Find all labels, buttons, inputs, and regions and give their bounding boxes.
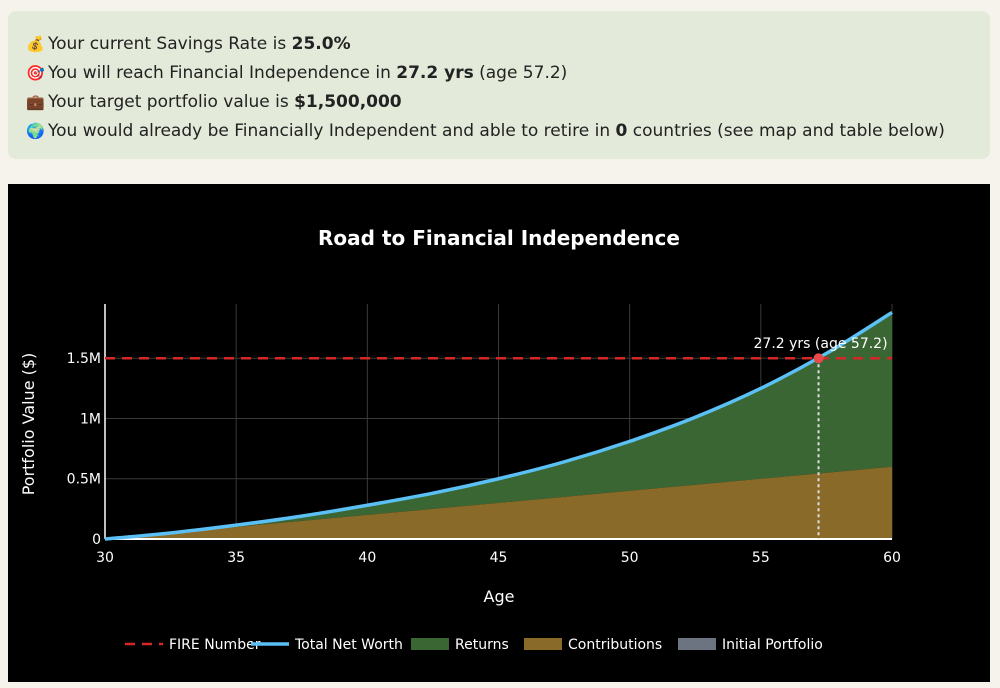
target-portfolio-value: $1,500,000 [294, 92, 402, 112]
x-axis-label: Age [484, 587, 515, 606]
target-icon: 🎯 [26, 64, 45, 82]
globe-icon: 🌍 [26, 122, 45, 140]
briefcase-icon: 💼 [26, 93, 45, 111]
countries-count-value: 0 [615, 121, 628, 141]
fi-point-marker [813, 353, 824, 364]
y-tick-label: 1.5M [67, 351, 101, 367]
savings-rate-value: 25.0% [291, 34, 351, 54]
chart-title: Road to Financial Independence [318, 226, 680, 250]
chart-svg: Road to Financial Independence 30 35 40 45 5… [19, 226, 901, 653]
y-axis-label: Portfolio Value ($) [19, 353, 38, 496]
legend-swatch-initial-portfolio [678, 638, 716, 650]
countries-line: 🌍 You would already be Financially Indepe… [26, 117, 990, 146]
x-tick-label: 50 [621, 550, 639, 566]
fi-annotation-label: 27.2 yrs (age 57.2) [754, 336, 888, 352]
legend-swatch-returns [411, 638, 449, 650]
chart-legend: FIRE Number Total Net Worth Returns Contrib… [125, 637, 823, 653]
legend-label-returns[interactable]: Returns [455, 637, 509, 653]
fi-years-value: 27.2 yrs [396, 63, 474, 83]
fi-summary-panel: 💰 Your current Savings Rate is 25.0% 🎯 You… [8, 11, 990, 159]
legend-label-contributions[interactable]: Contributions [568, 637, 662, 653]
legend-label-initial-portfolio[interactable]: Initial Portfolio [722, 637, 823, 653]
x-tick-label: 55 [752, 550, 770, 566]
returns-area [105, 312, 892, 539]
legend-swatch-contributions [524, 638, 562, 650]
total-net-worth-line [104, 310, 893, 541]
y-tick-label: 0 [92, 532, 101, 548]
x-tick-label: 45 [490, 550, 508, 566]
x-tick-label: 35 [227, 550, 245, 566]
x-tick-label: 60 [883, 550, 901, 566]
legend-label-fire-number[interactable]: FIRE Number [169, 637, 261, 653]
target-portfolio-line: 💼 Your target portfolio value is $1,500,0… [26, 88, 990, 117]
x-tick-label: 40 [358, 550, 376, 566]
y-tick-label: 0.5M [67, 472, 101, 488]
money-bag-icon: 💰 [26, 35, 45, 53]
savings-rate-line: 💰 Your current Savings Rate is 25.0% [26, 30, 990, 59]
fi-time-line: 🎯 You will reach Financial Independence i… [26, 59, 990, 88]
legend-label-total-net-worth[interactable]: Total Net Worth [294, 637, 403, 653]
contributions-area [105, 466, 892, 539]
x-tick-label: 30 [96, 550, 114, 566]
fi-chart: Road to Financial Independence 30 35 40 45 5… [8, 184, 990, 682]
y-tick-label: 1M [80, 411, 101, 427]
